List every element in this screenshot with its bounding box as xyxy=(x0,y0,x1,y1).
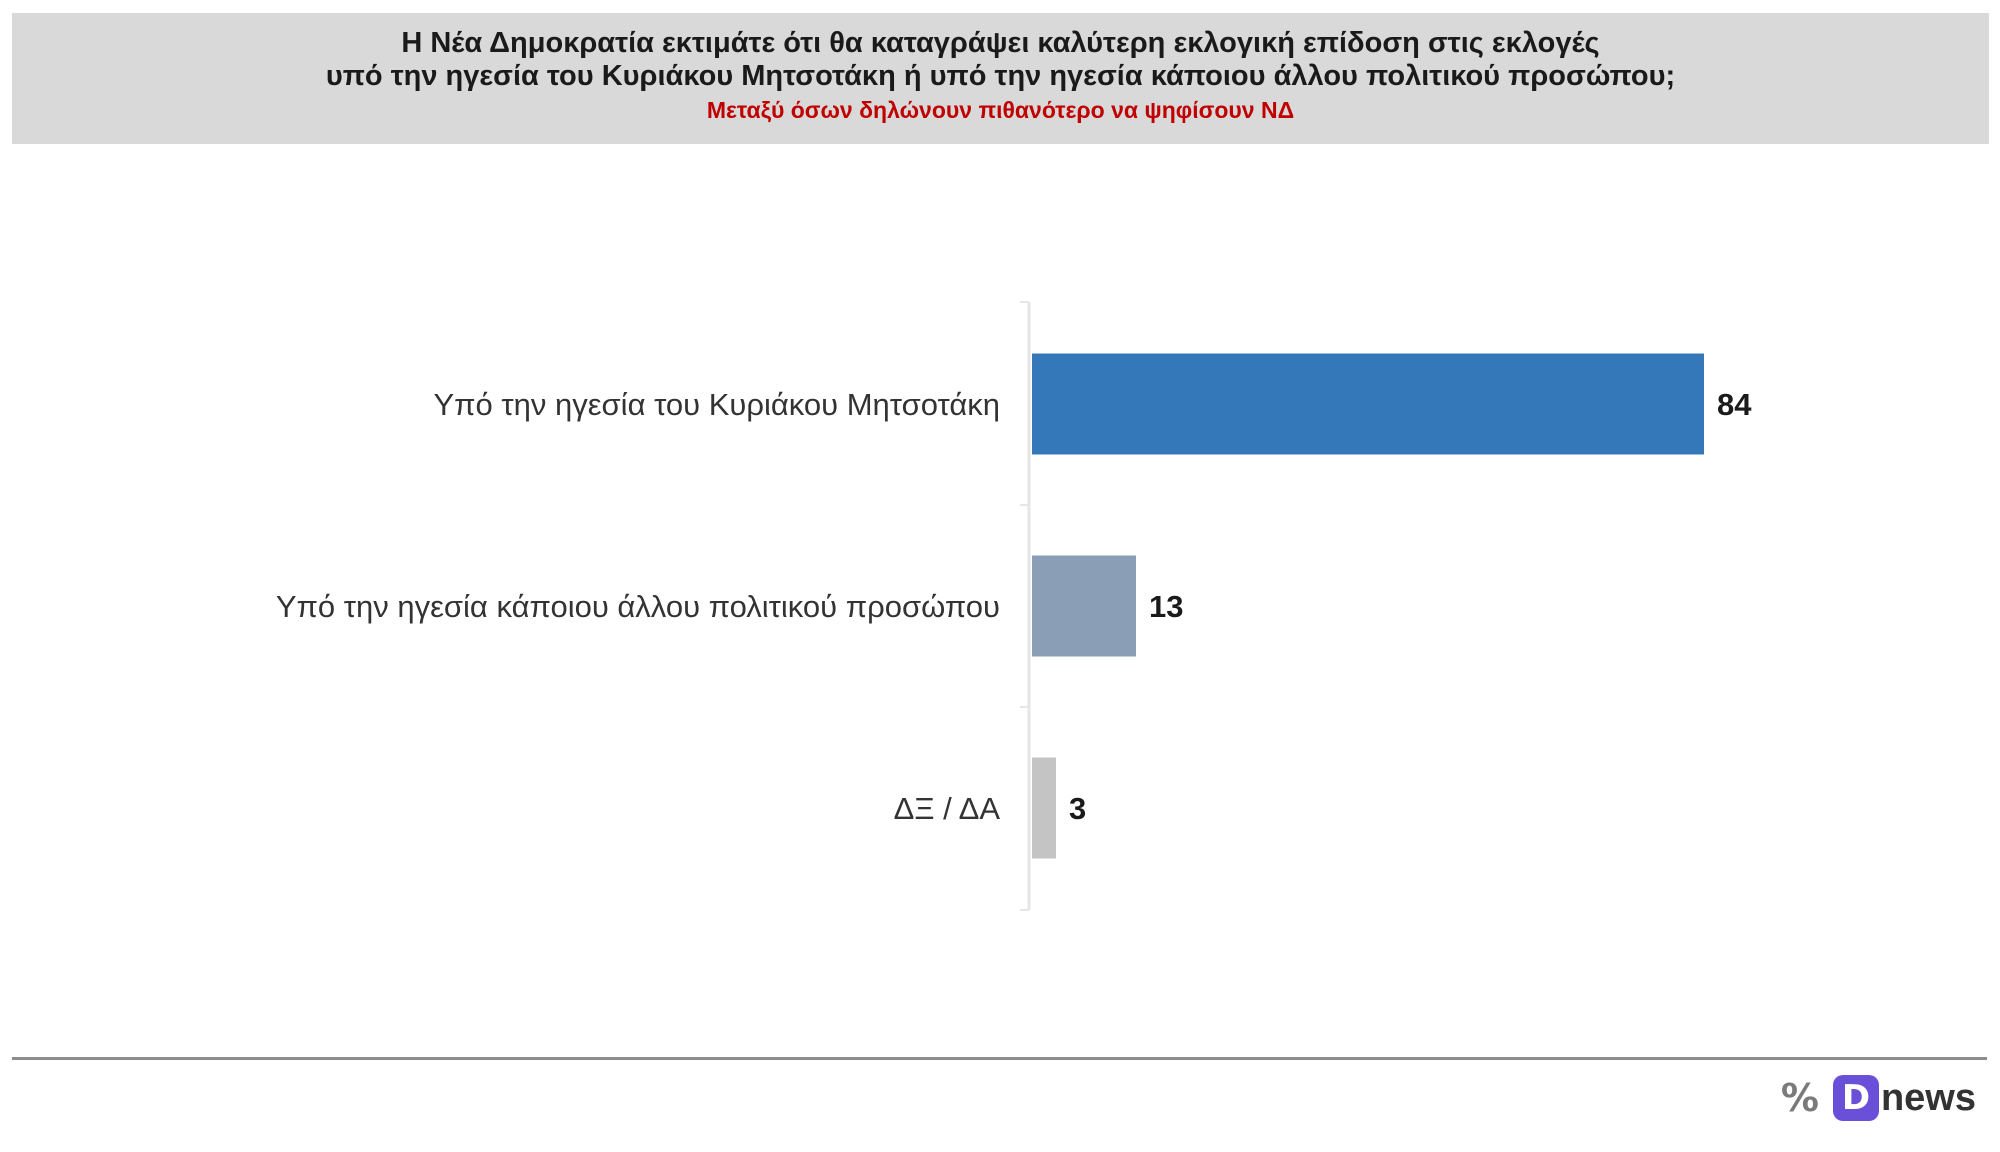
category-label-other-person: Υπό την ηγεσία κάποιου άλλου πολιτικού π… xyxy=(276,589,1000,624)
percent-icon: % xyxy=(1780,1076,1819,1120)
category-label-dk-na: ΔΞ / ΔΑ xyxy=(894,791,1001,826)
data-label-other-person: 13 xyxy=(1149,589,1183,624)
data-label-dk-na: 3 xyxy=(1069,791,1086,826)
bar-dk-na xyxy=(1032,757,1056,859)
dnews-logo: % D news xyxy=(1781,1068,1976,1128)
bar-mitsotakis xyxy=(1032,353,1704,455)
category-label-mitsotakis: Υπό την ηγεσία του Κυριάκου Μητσοτάκη xyxy=(433,387,1000,422)
chart-title-line-1: Η Νέα Δημοκρατία εκτιμάτε ότι θα καταγρά… xyxy=(401,27,1600,59)
bar-other-person xyxy=(1032,555,1136,657)
chart-header: Η Νέα Δημοκρατία εκτιμάτε ότι θα καταγρά… xyxy=(12,13,1989,144)
d-logo-icon: D xyxy=(1832,1075,1879,1121)
chart-subtitle: Μεταξύ όσων δηλώνουν πιθανότερο να ψηφίσ… xyxy=(706,97,1295,123)
data-label-mitsotakis: 84 xyxy=(1717,387,1752,422)
footer-divider xyxy=(12,1057,1987,1060)
chart-title-line-2: υπό την ηγεσία του Κυριάκου Μητσοτάκη ή … xyxy=(325,60,1676,92)
brand-text: news xyxy=(1880,1076,1976,1119)
